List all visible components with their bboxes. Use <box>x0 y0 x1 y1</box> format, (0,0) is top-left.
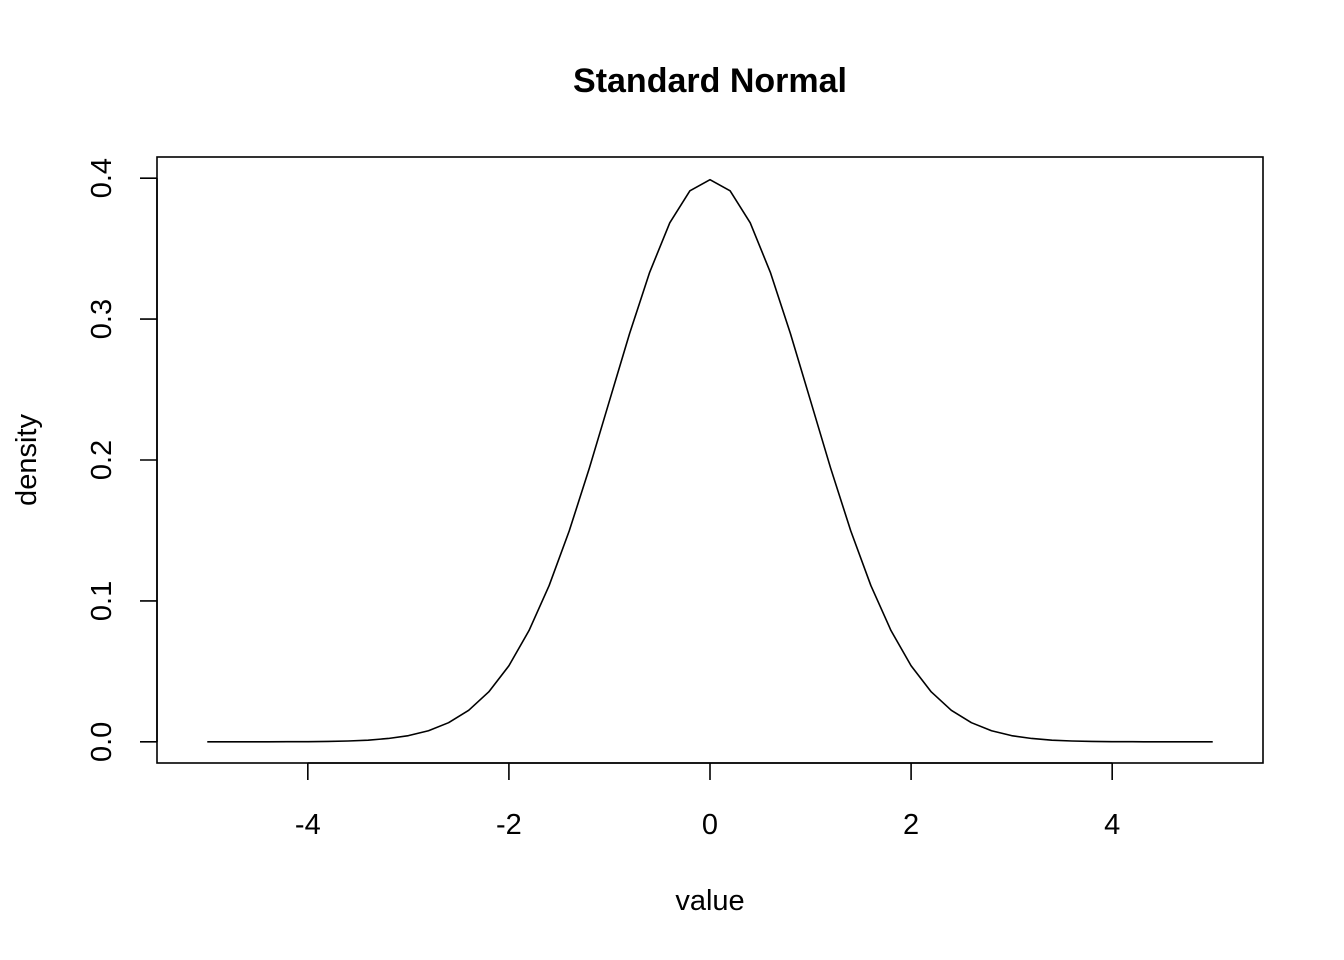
y-axis: 0.0 0.1 0.2 0.3 0.4 <box>86 158 158 762</box>
x-tick-label: -4 <box>295 809 321 841</box>
x-tick-label: 2 <box>903 809 919 841</box>
y-tick-label: 0.3 <box>86 299 118 339</box>
x-tick-label: 4 <box>1104 809 1120 841</box>
chart-title: Standard Normal <box>573 62 847 100</box>
y-tick-label: 0.1 <box>86 581 118 621</box>
y-tick-label: 0.0 <box>86 722 118 762</box>
plot-frame <box>156 156 1264 764</box>
x-axis-label: value <box>675 885 744 917</box>
y-axis-label: density <box>11 414 43 506</box>
x-axis: -4 -2 0 2 4 <box>295 762 1120 841</box>
x-tick-label: -2 <box>496 809 522 841</box>
y-tick-label: 0.2 <box>86 440 118 480</box>
density-curve <box>207 178 1213 743</box>
x-tick-label: 0 <box>702 809 718 841</box>
y-tick-label: 0.4 <box>86 158 118 198</box>
series-layer <box>207 178 1213 743</box>
